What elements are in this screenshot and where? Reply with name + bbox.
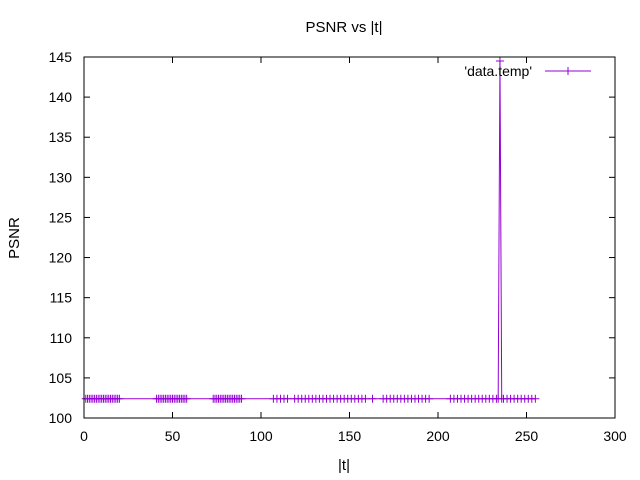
y-tick-label: 110 [50,330,73,346]
x-tick-label: 250 [515,428,539,444]
y-tick-label: 130 [49,169,73,185]
data-point [237,394,246,403]
y-tick-label: 135 [49,129,73,145]
x-tick-label: 100 [249,428,273,444]
legend-marker [564,67,572,75]
legend-label: 'data.temp' [464,63,532,79]
x-tick-label: 300 [603,428,627,444]
plot-area [81,57,540,403]
legend: 'data.temp' [464,63,591,79]
data-point [361,394,370,403]
data-point [283,394,292,403]
data-point [368,394,377,403]
y-tick-label: 125 [49,209,73,225]
data-point [182,394,191,403]
x-axis-title: |t| [338,457,350,474]
data-point [531,394,540,403]
chart-title: PSNR vs |t| [306,19,383,36]
y-tick-label: 120 [49,250,73,266]
y-tick-label: 145 [49,49,73,65]
data-point [425,394,434,403]
x-tick-label: 50 [165,428,181,444]
y-tick-label: 105 [49,370,73,386]
data-point [495,57,504,66]
x-tick-label: 0 [80,428,88,444]
y-tick-label: 100 [49,410,73,426]
axis-ticks: 0 50 100 150 200 250 300 100 105 110 115 120 125 130 1… [49,49,627,444]
plot-frame [83,56,616,419]
y-axis-title: PSNR [6,217,23,259]
x-tick-label: 150 [338,428,362,444]
y-tick-label: 115 [50,290,73,306]
data-point [115,394,124,403]
series-line [85,61,536,400]
y-tick-label: 140 [49,89,73,105]
x-tick-label: 200 [426,428,450,444]
